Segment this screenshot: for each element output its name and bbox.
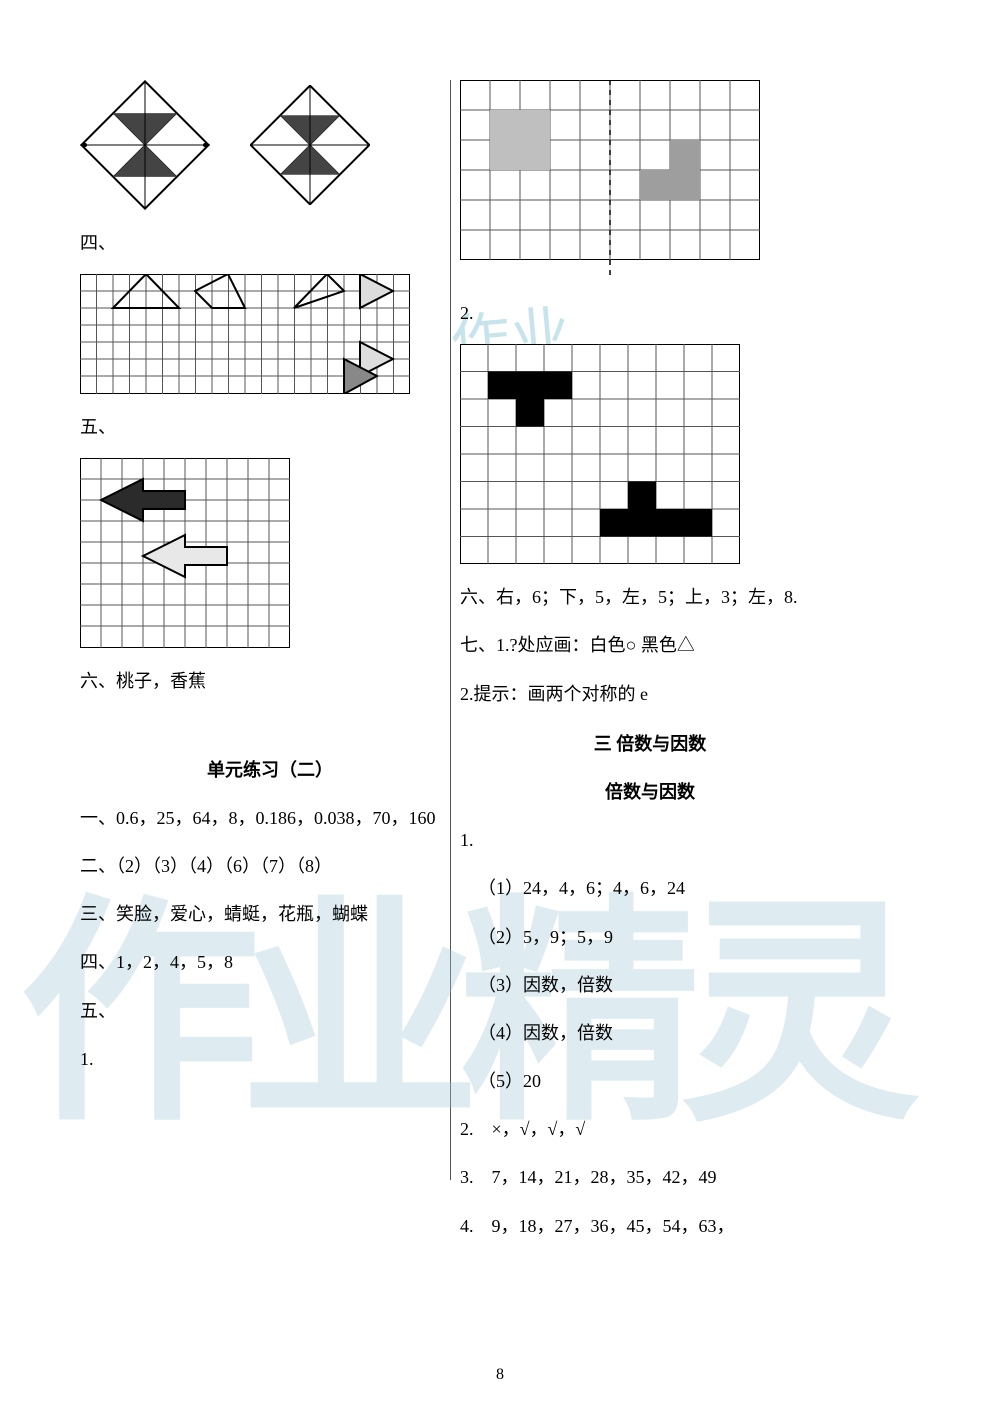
q1-label: 1. [460, 823, 840, 857]
grid-figure-b [80, 458, 460, 648]
unit-title: 单元练习（二） [80, 753, 460, 787]
section-6-text: 六、桃子，香蕉 [80, 664, 460, 698]
grid-figure-c [460, 80, 840, 280]
section-7-line1: 七、1.?处应画：白色○ 黑色△ [460, 628, 840, 662]
item-2-label: 2. [460, 296, 840, 330]
unit-line-3: 三、笑脸，爱心，蜻蜓，花瓶，蝴蝶 [80, 897, 460, 931]
diamond-2 [250, 85, 370, 205]
diamond-figures [80, 80, 460, 210]
section-6-right: 六、右，6；下，5，左，5；上，3；左，8. [460, 580, 840, 614]
grid-figure-a [80, 274, 460, 394]
q1-sub3: （3）因数，倍数 [460, 968, 840, 1002]
left-column: 四、 [80, 80, 460, 1090]
q3: 3. 7，14，21，28，35，42，49 [460, 1160, 840, 1194]
q1-sub5: （5）20 [460, 1064, 840, 1098]
q4: 4. 9，18，27，36，45，54，63， [460, 1209, 840, 1243]
q1-sub2: （2）5，9；5，9 [460, 920, 840, 954]
item-1-label: 1. [80, 1042, 460, 1076]
grid-figure-d [460, 344, 840, 564]
section-4-label: 四、 [80, 226, 460, 260]
section-5b-label: 五、 [80, 994, 460, 1028]
unit-line-4: 四、1，2，4，5，8 [80, 945, 460, 979]
q1-sub1: （1）24，4，6；4，6，24 [460, 871, 840, 905]
q1-sub4: （4）因数，倍数 [460, 1016, 840, 1050]
diamond-1 [80, 80, 210, 210]
chapter-title: 三 倍数与因数 [460, 727, 840, 761]
unit-line-1: 一、0.6，25，64，8，0.186，0.038，70，160 [80, 801, 460, 835]
unit-line-2: 二、（2）（3）（4）（6）（7）（8） [80, 849, 460, 883]
sub-title: 倍数与因数 [460, 775, 840, 809]
page-number: 8 [0, 1366, 1000, 1384]
section-7-line2: 2.提示：画两个对称的 e [460, 677, 840, 711]
right-column: 2. 六、右，6；下，5，左，5；上，3；左，8. 七、1.?处应画：白色○ 黑… [460, 80, 840, 1257]
q2: 2. ×，√，√，√ [460, 1112, 840, 1146]
section-5-label: 五、 [80, 410, 460, 444]
